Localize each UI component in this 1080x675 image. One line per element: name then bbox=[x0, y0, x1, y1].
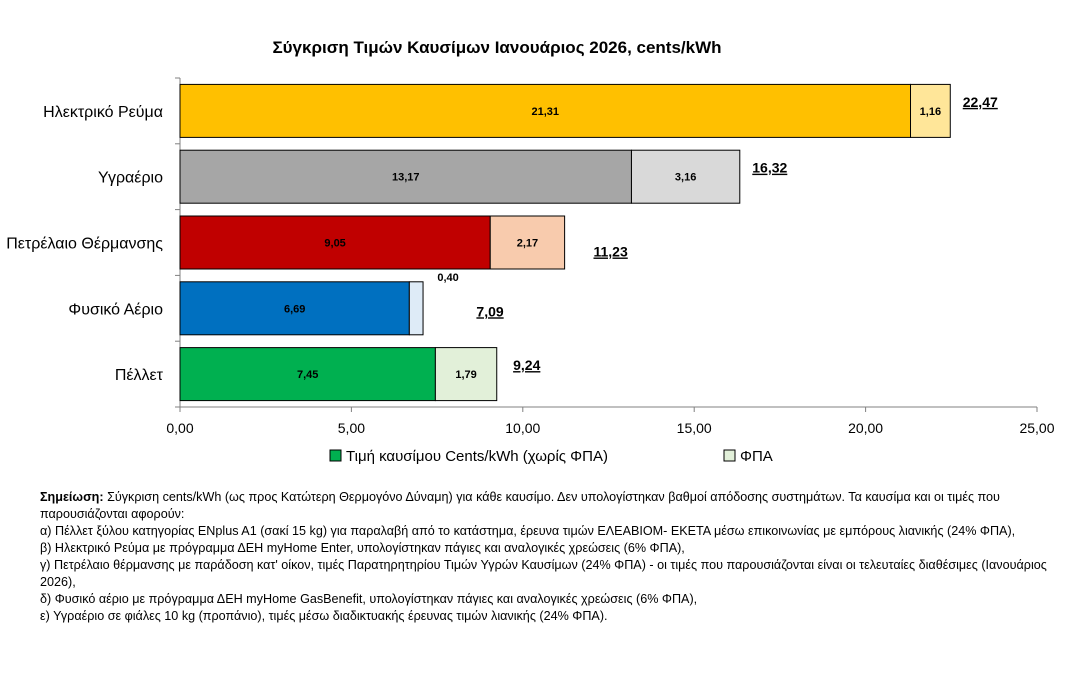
bar-vat-label: 1,16 bbox=[920, 106, 941, 118]
bar-total-label: 7,09 bbox=[476, 303, 503, 319]
notes-section: Σημείωση: Σύγκριση cents/kWh (ως προς Κα… bbox=[40, 489, 1050, 625]
bar-total-label: 9,24 bbox=[513, 357, 540, 373]
bar-base-label: 6,69 bbox=[284, 303, 305, 315]
chart-title: Σύγκριση Τιμών Καυσίμων Ιανουάριος 2026,… bbox=[272, 38, 721, 57]
x-tick-label: 20,00 bbox=[848, 420, 883, 436]
bar-vat-label: 0,40 bbox=[437, 272, 458, 284]
category-label: Ηλεκτρικό Ρεύμα bbox=[43, 104, 163, 121]
bar-base-label: 7,45 bbox=[297, 369, 318, 381]
legend-swatch-vat bbox=[723, 449, 736, 462]
bar-vat-segment bbox=[489, 215, 566, 270]
plot-area: 0,00 5,00 10,00 15,00 20,00 25,00 Ηλεκτρικό Ρε… bbox=[6, 77, 1055, 436]
x-tick-label: 15,00 bbox=[677, 420, 712, 436]
bar-total-label: 11,23 bbox=[593, 244, 627, 260]
bar-base-segment bbox=[179, 149, 632, 204]
category-label: Πετρέλαιο Θέρμανσης bbox=[6, 236, 163, 253]
bar-vat-segment bbox=[910, 83, 951, 138]
bar-total-label: 22,47 bbox=[963, 94, 998, 110]
note-item: ε) Υγραέριο σε φιάλες 10 kg (προπάνιο), … bbox=[40, 609, 608, 623]
bar-base-segment bbox=[179, 347, 436, 402]
legend-label-vat: ΦΠΑ bbox=[740, 448, 773, 465]
x-tick-label: 0,00 bbox=[166, 420, 193, 436]
note-item: α) Πέλλετ ξύλου κατηγορίας ENplus A1 (σα… bbox=[40, 524, 1016, 538]
notes-intro-text: Σύγκριση cents/kWh (ως προς Κατώτερη Θερ… bbox=[40, 490, 1000, 521]
note-item: β) Ηλεκτρικό Ρεύμα με πρόγραμμα ΔΕΗ myHo… bbox=[40, 541, 685, 555]
legend-label-base: Τιμή καυσίμου Cents/kWh (χωρίς ΦΠΑ) bbox=[346, 448, 608, 465]
category-label: Φυσικό Αέριο bbox=[68, 301, 163, 318]
bar-base-segment bbox=[179, 215, 491, 270]
notes-intro: Σημείωση: Σύγκριση cents/kWh (ως προς Κα… bbox=[40, 489, 1050, 523]
category-label: Πέλλετ bbox=[115, 367, 164, 384]
note-item: δ) Φυσικό αέριο με πρόγραμμα ΔΕΗ myHome … bbox=[40, 592, 698, 606]
x-tick-label: 5,00 bbox=[338, 420, 365, 436]
bar-vat-label: 2,17 bbox=[517, 238, 538, 250]
bar-vat-label: 3,16 bbox=[675, 172, 696, 184]
legend-swatch-base bbox=[329, 449, 342, 462]
bar-vat-segment bbox=[630, 149, 741, 204]
category-label: Υγραέριο bbox=[98, 170, 163, 187]
bar-total-label: 16,32 bbox=[752, 160, 787, 176]
bar-base-label: 9,05 bbox=[324, 238, 345, 250]
x-tick-label: 25,00 bbox=[1019, 420, 1054, 436]
bar-vat-segment bbox=[408, 281, 424, 336]
bar-base-segment bbox=[179, 281, 410, 336]
x-tick-label: 10,00 bbox=[505, 420, 540, 436]
bar-base-label: 21,31 bbox=[531, 106, 559, 118]
notes-heading: Σημείωση: bbox=[40, 490, 104, 504]
fuel-price-chart: Σύγκριση Τιμών Καυσίμων Ιανουάριος 2026,… bbox=[6, 38, 1055, 465]
legend: Τιμή καυσίμου Cents/kWh (χωρίς ΦΠΑ) ΦΠΑ bbox=[329, 448, 773, 465]
bar-vat-label: 1,79 bbox=[455, 369, 476, 381]
bar-base-label: 13,17 bbox=[392, 172, 420, 184]
note-item: γ) Πετρέλαιο θέρμανσης με παράδοση κατ' … bbox=[40, 558, 1047, 589]
bar-vat-segment bbox=[434, 347, 498, 402]
